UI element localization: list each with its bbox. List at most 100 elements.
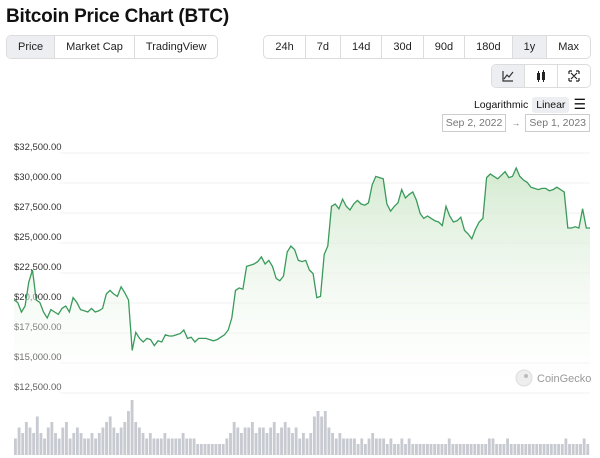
tab-tradingview[interactable]: TradingView xyxy=(133,36,218,58)
volume-bar xyxy=(261,427,265,455)
volume-bar xyxy=(196,444,200,455)
volume-bar xyxy=(323,411,327,455)
volume-bar xyxy=(538,444,542,455)
volume-bar xyxy=(458,444,462,455)
volume-bar xyxy=(411,444,415,455)
volume-bar xyxy=(466,444,469,455)
candlestick-icon[interactable] xyxy=(524,65,557,88)
volume-bar xyxy=(564,438,568,455)
volume-bar xyxy=(582,438,586,455)
volume-bar xyxy=(342,438,345,455)
volume-bar xyxy=(258,427,262,455)
volume-bar xyxy=(491,438,495,455)
volume-bar xyxy=(557,444,561,455)
volume-bar xyxy=(199,444,203,455)
volume-bar xyxy=(469,444,473,455)
volume-bar xyxy=(480,444,484,455)
volume-bar xyxy=(506,438,509,455)
volume-bar xyxy=(254,433,258,455)
volume-bar xyxy=(400,438,404,455)
volume-bar xyxy=(385,444,389,455)
logarithmic-button[interactable]: Logarithmic xyxy=(473,98,529,111)
volume-bar xyxy=(108,416,112,455)
volume-bar xyxy=(484,444,488,455)
volume-bar xyxy=(101,427,105,455)
volume-bar xyxy=(167,438,170,455)
volume-bar xyxy=(269,427,273,455)
volume-bar xyxy=(232,422,236,455)
volume-bar xyxy=(265,433,269,455)
date-from-input[interactable]: Sep 2, 2022 xyxy=(441,114,507,132)
volume-bar xyxy=(371,433,375,455)
range-max[interactable]: Max xyxy=(546,36,590,58)
volume-bar xyxy=(145,438,149,455)
volume-bar xyxy=(112,427,116,455)
volume-bar xyxy=(148,433,152,455)
volume-bar xyxy=(425,444,429,455)
date-range: Sep 2, 2022 → Sep 1, 2023 xyxy=(441,114,590,132)
date-to-input[interactable]: Sep 1, 2023 xyxy=(525,114,590,132)
volume-bar xyxy=(549,444,553,455)
line-chart-icon[interactable] xyxy=(492,65,524,88)
volume-bar xyxy=(418,444,422,455)
volume-bar xyxy=(94,438,98,455)
volume-bar xyxy=(575,444,579,455)
volume-bar xyxy=(210,444,214,455)
volume-bar xyxy=(141,433,145,455)
volume-bar xyxy=(309,433,313,455)
volume-bar xyxy=(353,438,356,455)
volume-bar xyxy=(436,444,440,455)
volume-bar xyxy=(218,444,221,455)
range-14d[interactable]: 14d xyxy=(340,36,381,58)
range-30d[interactable]: 30d xyxy=(381,36,422,58)
range-1y[interactable]: 1y xyxy=(511,36,547,58)
volume-bar xyxy=(72,433,76,455)
y-tick-label: $25,000.00 xyxy=(14,232,62,243)
volume-bar xyxy=(433,444,437,455)
price-area xyxy=(14,168,590,390)
volume-bar xyxy=(79,433,83,455)
volume-bar xyxy=(24,422,28,455)
volume-bar xyxy=(188,438,192,455)
volume-bar xyxy=(240,433,243,455)
volume-bar xyxy=(97,433,101,455)
volume-bar xyxy=(207,444,211,455)
volume-bar xyxy=(440,444,444,455)
volume-bar xyxy=(473,444,477,455)
volume-bar xyxy=(455,444,458,455)
volume-bar xyxy=(553,444,557,455)
volume-bar xyxy=(407,438,411,455)
tab-market-cap[interactable]: Market Cap xyxy=(54,36,134,58)
y-tick-label: $30,000.00 xyxy=(14,172,62,183)
volume-bar xyxy=(130,400,134,455)
range-180d[interactable]: 180d xyxy=(464,36,511,58)
fullscreen-icon[interactable] xyxy=(557,65,590,88)
volume-bar xyxy=(312,416,316,455)
volume-bar xyxy=(560,444,564,455)
linear-button[interactable]: Linear xyxy=(532,96,570,113)
range-7d[interactable]: 7d xyxy=(304,36,340,58)
volume-bar xyxy=(531,444,535,455)
tab-price[interactable]: Price xyxy=(7,36,55,58)
volume-bar xyxy=(396,444,400,455)
range-24h[interactable]: 24h xyxy=(275,41,294,53)
hamburger-menu-icon[interactable]: ☰ xyxy=(573,96,586,112)
volume-bar xyxy=(546,444,550,455)
volume-bar xyxy=(35,416,39,455)
volume-bar xyxy=(65,422,68,455)
volume-bar xyxy=(276,433,280,455)
range-90d[interactable]: 90d xyxy=(422,36,464,58)
volume-bar xyxy=(105,422,108,455)
volume-bar xyxy=(462,444,466,455)
volume-bar xyxy=(331,433,335,455)
volume-bar xyxy=(134,422,138,455)
volume-bar xyxy=(404,444,407,455)
volume-bar xyxy=(586,444,590,455)
volume-bar xyxy=(54,433,57,455)
volume-bar xyxy=(178,438,181,455)
volume-bar xyxy=(83,438,87,455)
volume-bar xyxy=(39,433,43,455)
volume-bar xyxy=(302,433,305,455)
volume-bar xyxy=(498,444,502,455)
